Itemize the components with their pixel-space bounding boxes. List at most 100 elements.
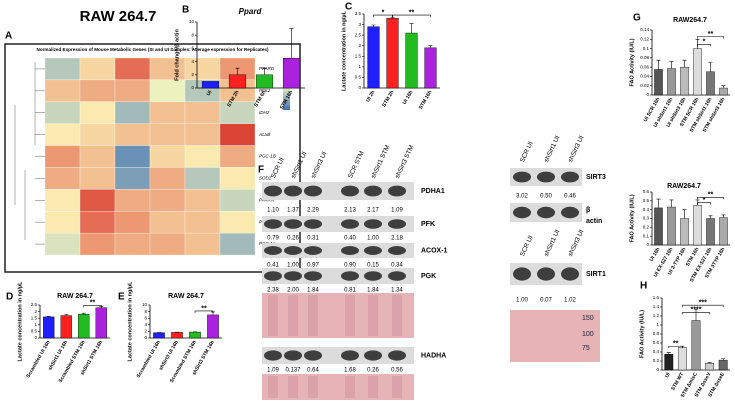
heat-cell xyxy=(149,145,186,168)
heat-cell xyxy=(149,79,186,102)
error-bar xyxy=(262,67,267,75)
blot-band xyxy=(388,219,406,229)
bar xyxy=(667,68,676,96)
quant-value: 0.34 xyxy=(391,263,403,269)
blot-band xyxy=(284,350,302,361)
x-tick-label: Scrambled UI 16h xyxy=(25,340,51,379)
y-tick-label: 6 xyxy=(144,315,147,320)
y-tick-label: 1 xyxy=(34,322,37,327)
error-bar xyxy=(682,209,687,219)
y-tick-label: 1.5 xyxy=(355,53,362,58)
heat-cell xyxy=(44,79,81,102)
bar xyxy=(680,218,689,246)
y-tick-label: 0 xyxy=(646,92,649,97)
quant-value: 1.37 xyxy=(287,208,299,214)
y-tick-label: 0.2 xyxy=(653,358,660,363)
heat-cell xyxy=(114,79,151,102)
significance-bracket xyxy=(682,312,710,315)
blot-band xyxy=(561,171,579,183)
bar xyxy=(228,74,247,89)
y-axis-label: Lactate concentration in ng/µL xyxy=(341,10,347,91)
blot-band xyxy=(304,246,322,255)
y-tick-label: 0.4 xyxy=(653,349,660,354)
y-tick-label: 0.14 xyxy=(640,27,649,32)
lane-label: shSirt3 UI xyxy=(567,229,585,258)
y-tick-label: 0.5 xyxy=(31,329,38,334)
y-tick-label: 0.12 xyxy=(640,36,649,41)
significance-bracket xyxy=(682,304,724,308)
y-tick-label: 1 xyxy=(358,64,361,69)
bar xyxy=(706,218,715,246)
bar xyxy=(719,217,728,246)
y-tick-label: 0.8 xyxy=(653,331,660,336)
heatmap-title: Normalized Expression of Mouse Metabolic… xyxy=(37,47,269,52)
protein-label: SIRT1 xyxy=(586,271,606,278)
heat-cell xyxy=(219,189,256,212)
quant-value: 2.00 xyxy=(287,288,299,294)
significance-bracket xyxy=(83,305,102,308)
error-bar xyxy=(669,199,674,208)
bar xyxy=(691,320,701,371)
heat-cell xyxy=(219,211,256,234)
quant-value: 0.31 xyxy=(307,236,319,242)
lane-label: SCR STM xyxy=(347,150,366,179)
y-tick-label: 0.6 xyxy=(653,340,660,345)
y-tick-label: 1.5 xyxy=(31,315,38,320)
bar xyxy=(171,332,183,339)
y-axis-label: Lactate concentration in ng/µL xyxy=(127,281,133,362)
bar xyxy=(386,18,399,89)
heat-cell xyxy=(149,167,186,190)
blot-band xyxy=(304,219,322,229)
y-tick-label: 0.1 xyxy=(643,46,650,51)
blot-band xyxy=(284,246,302,255)
protein-label: PFK xyxy=(421,221,435,228)
significance-label: ** xyxy=(708,31,714,38)
significance-label: * xyxy=(382,9,385,16)
bar xyxy=(654,69,663,96)
heat-cell xyxy=(149,123,186,146)
bar xyxy=(705,363,715,371)
quant-value: 1.84 xyxy=(367,288,379,294)
error-bar xyxy=(390,16,395,19)
error-bar xyxy=(428,45,433,48)
y-tick-label: 0.5 xyxy=(355,75,362,80)
panel-label: E xyxy=(118,292,125,303)
blot-band xyxy=(264,185,282,197)
bar xyxy=(189,331,201,339)
y-tick-label: 0 xyxy=(646,242,649,247)
ponceau-stain xyxy=(262,293,414,338)
y-axis-label: FAO Activity (IU/L) xyxy=(629,38,635,86)
heat-cell xyxy=(114,167,151,190)
x-tick-label: UI xyxy=(664,371,672,379)
y-tick-label: 4 xyxy=(191,59,194,64)
y-tick-label: 0 xyxy=(656,367,659,372)
y-tick-label: 0 xyxy=(358,85,361,90)
y-tick-label: 2 xyxy=(34,309,37,314)
y-tick-label: 8 xyxy=(191,32,194,37)
marker-label: 100 xyxy=(582,331,594,338)
blot-band xyxy=(537,267,555,281)
blot-band xyxy=(304,185,322,197)
blot-band xyxy=(341,350,359,361)
heat-cell xyxy=(184,167,221,190)
ponceau-stain xyxy=(510,310,600,362)
lane-label: shSirt1 UI xyxy=(543,135,561,164)
error-bar xyxy=(721,214,726,218)
x-tick-label: Scrambled UI 16h xyxy=(136,340,162,379)
blot-band xyxy=(513,267,531,281)
quant-value: 0.64 xyxy=(307,368,319,374)
blot-band xyxy=(341,219,359,229)
heat-cell xyxy=(79,101,116,124)
lane-label: shSirt3 UI xyxy=(310,151,328,180)
y-tick-label: 2 xyxy=(191,72,194,77)
marker-label: 75 xyxy=(582,345,590,352)
significance-label: ** xyxy=(673,341,679,348)
figure-title: RAW 264.7 xyxy=(80,8,157,25)
blot-band xyxy=(364,219,382,229)
bar xyxy=(693,205,702,246)
blot-band xyxy=(388,246,406,255)
quant-value: 2.18 xyxy=(391,236,403,242)
blot-band xyxy=(364,246,382,255)
blot-band xyxy=(304,271,322,281)
